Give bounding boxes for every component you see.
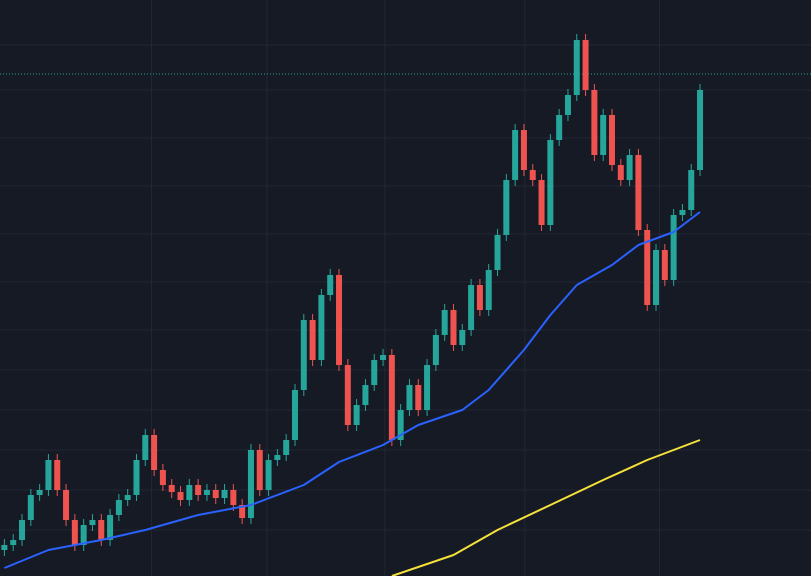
candle-body bbox=[415, 385, 422, 410]
candle-body bbox=[362, 385, 369, 405]
candle-body bbox=[63, 490, 70, 520]
candle-body bbox=[327, 275, 334, 295]
candle-body bbox=[512, 130, 519, 180]
candle-body bbox=[380, 355, 387, 360]
candle-body bbox=[653, 250, 660, 305]
candle-body bbox=[582, 40, 589, 90]
candle-body bbox=[98, 520, 105, 540]
candle-body bbox=[115, 500, 122, 515]
candle-body bbox=[265, 460, 272, 490]
candle-body bbox=[274, 455, 281, 460]
candle-body bbox=[19, 520, 26, 540]
candle-body bbox=[485, 270, 492, 310]
candle-body bbox=[133, 460, 140, 495]
candle-body bbox=[54, 460, 61, 490]
candle-body bbox=[503, 180, 510, 235]
candle-body bbox=[186, 485, 193, 500]
candle-body bbox=[353, 405, 360, 425]
candle-body bbox=[239, 505, 246, 518]
candle-body bbox=[538, 180, 545, 225]
candle-body bbox=[80, 525, 87, 545]
candle-body bbox=[230, 490, 237, 505]
candle-body bbox=[151, 435, 158, 470]
candle-body bbox=[371, 360, 378, 385]
candle-body bbox=[573, 40, 580, 95]
candle-body bbox=[450, 310, 457, 345]
candle-body bbox=[608, 115, 615, 165]
candle-body bbox=[529, 170, 536, 180]
candle-body bbox=[300, 320, 307, 390]
candle-body bbox=[71, 520, 78, 545]
candle-body bbox=[27, 495, 34, 520]
candle-body bbox=[424, 365, 431, 410]
candle-body bbox=[617, 165, 624, 180]
candle-body bbox=[247, 450, 254, 518]
candle-body bbox=[221, 490, 228, 498]
candle-body bbox=[432, 335, 439, 365]
candle-body bbox=[591, 90, 598, 155]
candle-body bbox=[107, 515, 114, 540]
candle-body bbox=[283, 440, 290, 455]
candle-body bbox=[1, 545, 8, 550]
candle-body bbox=[670, 215, 677, 280]
candle-body bbox=[476, 285, 483, 310]
candle-body bbox=[441, 310, 448, 335]
candle-body bbox=[459, 330, 466, 345]
candle-body bbox=[661, 250, 668, 280]
candle-body bbox=[406, 385, 413, 410]
candle-body bbox=[688, 170, 695, 210]
candle-body bbox=[494, 235, 501, 270]
candle-body bbox=[36, 490, 43, 495]
candle-body bbox=[168, 485, 175, 492]
candle-body bbox=[309, 320, 316, 360]
candle-body bbox=[195, 485, 202, 495]
candle-body bbox=[468, 285, 475, 330]
candle-body bbox=[556, 115, 563, 140]
candle-body bbox=[520, 130, 527, 170]
candle-body bbox=[10, 540, 17, 545]
candle-body bbox=[45, 460, 52, 490]
candle-body bbox=[124, 495, 131, 500]
candle-body bbox=[697, 90, 704, 170]
candle-body bbox=[679, 210, 686, 215]
candle-body bbox=[291, 390, 298, 440]
candle-body bbox=[256, 450, 263, 490]
candle-body bbox=[388, 355, 395, 440]
candle-body bbox=[547, 140, 554, 225]
candle-body bbox=[212, 490, 219, 498]
candle-body bbox=[344, 365, 351, 425]
candle-body bbox=[626, 155, 633, 180]
candle-body bbox=[635, 155, 642, 230]
candle-body bbox=[89, 520, 96, 525]
candle-body bbox=[336, 275, 343, 365]
candle-body bbox=[177, 492, 184, 500]
moving-average-line bbox=[4, 211, 701, 569]
moving-average-line bbox=[391, 439, 701, 576]
candle-body bbox=[564, 95, 571, 115]
candle-body bbox=[142, 435, 149, 460]
candle-body bbox=[644, 230, 651, 305]
candle-body bbox=[397, 410, 404, 440]
candle-body bbox=[600, 115, 607, 155]
candle-body bbox=[203, 490, 210, 495]
candle-body bbox=[159, 470, 166, 485]
candle-body bbox=[318, 295, 325, 360]
